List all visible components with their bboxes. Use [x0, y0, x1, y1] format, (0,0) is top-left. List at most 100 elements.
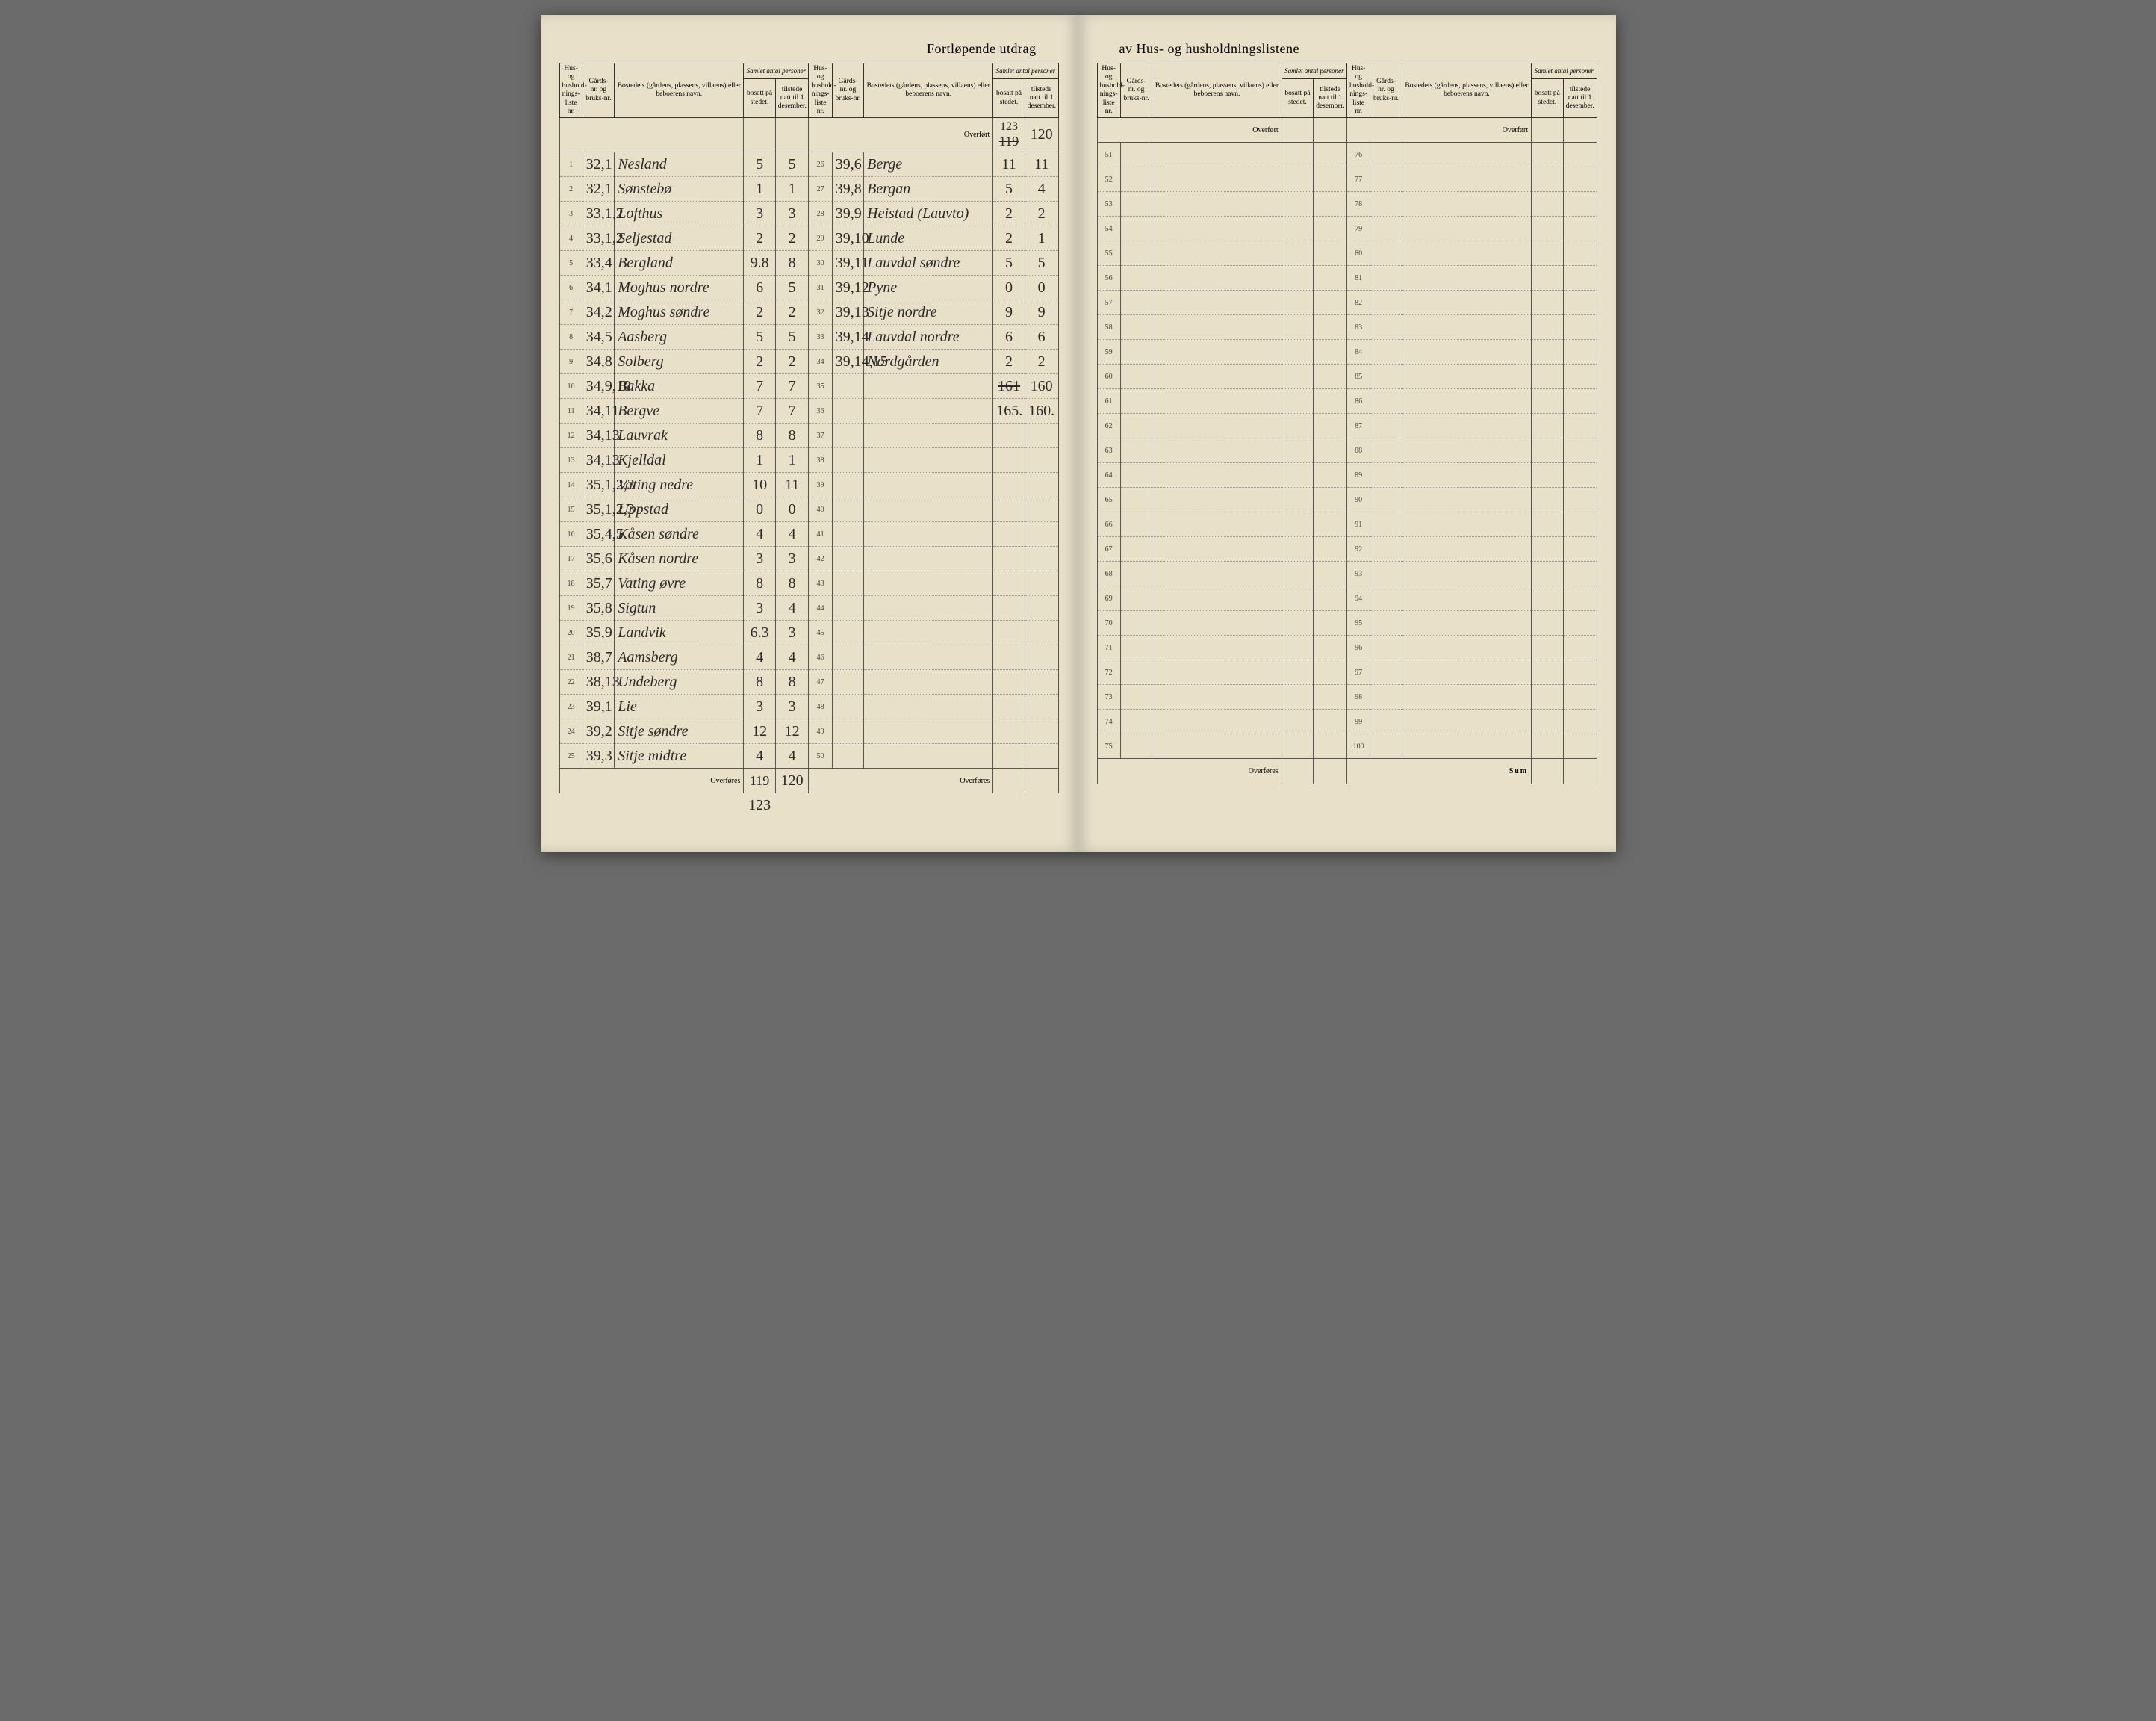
bosted-navn: [864, 547, 993, 571]
hdr-samlet: Samlet antal personer: [1282, 63, 1346, 79]
row-num: 37: [809, 424, 832, 448]
bosted-navn: Sønstebø: [615, 177, 744, 202]
row-num: 29: [809, 226, 832, 251]
row-num: 57: [1097, 291, 1120, 315]
gnr: [832, 424, 863, 448]
row-num: 51: [1097, 143, 1120, 167]
bosatt: 8: [744, 670, 775, 695]
bosted-navn: Bergan: [864, 177, 993, 202]
bosted-navn: Seljestad: [615, 226, 744, 251]
tilstede: 4: [1025, 177, 1058, 202]
table-row: 59 84: [1097, 340, 1597, 365]
tilstede: 2: [1025, 350, 1058, 374]
row-num: 34: [809, 350, 832, 374]
bosatt: 2: [744, 226, 775, 251]
tilstede: 8: [775, 424, 809, 448]
table-row: 51 76: [1097, 143, 1597, 167]
tilstede: [1025, 744, 1058, 769]
tilstede: 5: [775, 276, 809, 300]
bosted-navn: Moghus nordre: [615, 276, 744, 300]
tilstede: 4: [775, 744, 809, 769]
table-row: 11 34,11 Bergve 7 7 36 165. 160.: [559, 399, 1058, 424]
overfores-row: Overføres 119 120 Overføres: [559, 769, 1058, 793]
tilstede: 7: [775, 374, 809, 399]
bosatt: 11: [993, 152, 1025, 177]
sum-row: Overføres Sum: [1097, 759, 1597, 784]
bosatt: 3: [744, 202, 775, 226]
tilstede: 3: [775, 202, 809, 226]
tilstede: 4: [775, 596, 809, 621]
tilstede: 11: [1025, 152, 1058, 177]
tilstede: 11: [775, 473, 809, 497]
row-num: 26: [809, 152, 832, 177]
tilstede: 8: [775, 251, 809, 276]
gnr: 39,14: [832, 325, 863, 350]
overfores-label: Overføres: [1097, 759, 1282, 784]
bosatt: [993, 670, 1025, 695]
row-num: 49: [809, 719, 832, 744]
row-num: 81: [1346, 266, 1370, 291]
gnr: [832, 695, 863, 719]
carry-tilstede: 120: [1025, 118, 1058, 152]
ledger-table-right: Hus- og hushold-nings-liste nr. Gårds-nr…: [1097, 63, 1597, 784]
table-row: 18 35,7 Vating øvre 8 8 43: [559, 571, 1058, 596]
row-num: 79: [1346, 217, 1370, 241]
hdr-navn: Bostedets (gårdens, plassens, villaens) …: [1152, 63, 1282, 118]
hdr-liste: Hus- og hushold-nings-liste nr.: [1346, 63, 1370, 118]
tilstede: [1025, 596, 1058, 621]
table-row: 75 100: [1097, 734, 1597, 759]
row-num: 40: [809, 497, 832, 522]
gnr: [832, 399, 863, 424]
bosted-navn: [864, 448, 993, 473]
gnr: 39,3: [583, 744, 614, 769]
row-num: 54: [1097, 217, 1120, 241]
bosted-navn: Lauvdal søndre: [864, 251, 993, 276]
row-num: 48: [809, 695, 832, 719]
gnr: [832, 547, 863, 571]
row-num: 88: [1346, 438, 1370, 463]
tilstede: [1025, 621, 1058, 645]
row-num: 10: [559, 374, 583, 399]
bosted-navn: [864, 621, 993, 645]
gnr: 35,1,2,3: [583, 497, 614, 522]
row-num: 13: [559, 448, 583, 473]
bosatt: 2: [993, 202, 1025, 226]
row-num: 94: [1346, 586, 1370, 611]
gnr: 39,2: [583, 719, 614, 744]
table-row: 61 86: [1097, 389, 1597, 414]
bosatt: 0: [744, 497, 775, 522]
row-num: 91: [1346, 512, 1370, 537]
bosted-navn: [864, 695, 993, 719]
gnr: 35,9: [583, 621, 614, 645]
bosatt: [993, 547, 1025, 571]
table-row: 58 83: [1097, 315, 1597, 340]
row-num: 46: [809, 645, 832, 670]
row-num: 97: [1346, 660, 1370, 685]
row-num: 83: [1346, 315, 1370, 340]
row-num: 44: [809, 596, 832, 621]
hdr-gnr: Gårds-nr. og bruks-nr.: [1370, 63, 1402, 118]
gnr: 39,12: [832, 276, 863, 300]
row-num: 3: [559, 202, 583, 226]
bosted-navn: Aamsberg: [615, 645, 744, 670]
tilstede: [1025, 522, 1058, 547]
table-row: 73 98: [1097, 685, 1597, 710]
table-row: 66 91: [1097, 512, 1597, 537]
bosatt: 4: [744, 744, 775, 769]
row-num: 30: [809, 251, 832, 276]
hdr-bosatt: bosatt på stedet.: [744, 79, 775, 118]
tilstede: 4: [775, 522, 809, 547]
bosatt: [993, 473, 1025, 497]
row-num: 71: [1097, 636, 1120, 660]
row-num: 64: [1097, 463, 1120, 488]
bosatt: 9.8: [744, 251, 775, 276]
table-row: 17 35,6 Kåsen nordre 3 3 42: [559, 547, 1058, 571]
gnr: [832, 596, 863, 621]
row-num: 93: [1346, 562, 1370, 586]
tilstede: 1: [1025, 226, 1058, 251]
hdr-tilstede: tilstede natt til 1 desember.: [1025, 79, 1058, 118]
table-row: 69 94: [1097, 586, 1597, 611]
hdr-gnr: Gårds-nr. og bruks-nr.: [1120, 63, 1152, 118]
overfores-label: Overføres: [809, 769, 993, 793]
bosted-navn: Kåsen nordre: [615, 547, 744, 571]
